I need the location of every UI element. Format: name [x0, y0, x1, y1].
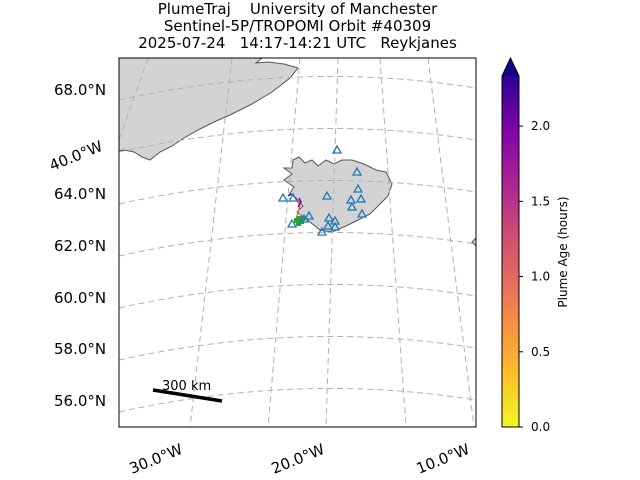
title-line-3: 2025-07-24 14:17-14:21 UTC Reykjanes [138, 34, 457, 52]
station-triangle [345, 194, 357, 204]
station-triangle [287, 192, 299, 202]
lon-label-40w: 40.0°W [47, 137, 106, 175]
station-triangle [329, 221, 341, 231]
station-triangle [356, 208, 368, 218]
latitude-labels: 68.0°N 64.0°N 62.0°N 60.0°N 58.0°N 56.0°… [54, 81, 106, 410]
lon-label-20w: 20.0°W [269, 440, 328, 478]
lat-label-64: 64.0°N [54, 185, 106, 203]
colorbar: 0.0 0.5 1.0 1.5 2.0 Plume Age (hours) [501, 56, 570, 434]
map-frame [118, 57, 477, 428]
plume-segment-old [287, 193, 292, 197]
greenland-landmass [119, 58, 299, 161]
station-triangle [316, 226, 328, 236]
colorbar-extend-arrow [502, 58, 519, 76]
colorbar-label: Plume Age (hours) [556, 196, 570, 307]
plume-segment-branch [297, 197, 302, 208]
vent-marker [297, 216, 302, 221]
colorbar-frame [501, 56, 520, 428]
colorbar-ticks: 0.0 0.5 1.0 1.5 2.0 [519, 119, 550, 434]
station-triangle [331, 144, 343, 154]
colorbar-tick-label: 0.5 [531, 345, 550, 359]
scale-bar-label: 300 km [162, 379, 211, 394]
station-triangle [352, 183, 364, 193]
lat-label-60: 60.0°N [54, 289, 106, 307]
lat-label-56: 56.0°N [54, 392, 106, 410]
vent-marker [301, 217, 305, 221]
colorbar-tick-label: 0.0 [531, 420, 550, 434]
colorbar-gradient [502, 76, 519, 427]
station-markers [277, 144, 368, 236]
map-panel: 300 km [118, 57, 477, 428]
lat-label-58: 58.0°N [54, 340, 106, 358]
lon-label-30w: 30.0°W [127, 440, 186, 478]
faroe-islands [471, 237, 476, 247]
station-triangle [355, 193, 367, 203]
title-line-1: PlumeTraj University of Manchester [157, 0, 438, 18]
station-triangle [323, 212, 335, 222]
station-triangle [346, 201, 358, 211]
lat-label-68: 68.0°N [54, 81, 106, 99]
station-triangle [322, 220, 334, 230]
station-triangle [321, 190, 333, 200]
scale-bar [152, 388, 223, 403]
lat-label-62: 62.0°N [54, 237, 106, 255]
title-line-2: Sentinel-5P/TROPOMI Orbit #40309 [163, 17, 432, 35]
vent-marker [294, 218, 299, 223]
longitude-gridlines [119, 58, 475, 427]
vent-marker [296, 221, 301, 226]
station-triangle [303, 210, 315, 220]
latitude-gridlines [119, 75, 476, 413]
colorbar-tick-label: 1.5 [531, 194, 550, 208]
station-triangle [277, 192, 289, 202]
colorbar-tick-label: 2.0 [531, 119, 550, 133]
station-triangle [351, 166, 363, 176]
colorbar-tick-label: 1.0 [531, 270, 550, 284]
lon-label-10w: 10.0°W [414, 440, 473, 478]
station-triangle [298, 213, 310, 223]
station-triangle [286, 218, 298, 228]
